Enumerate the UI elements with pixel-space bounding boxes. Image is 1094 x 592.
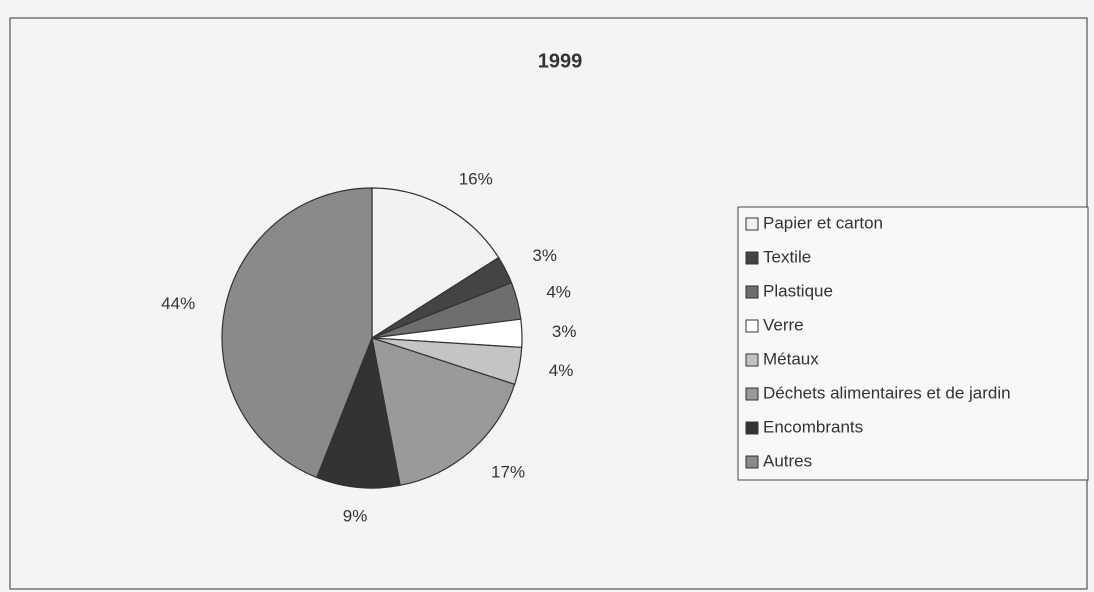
- data-label: 17%: [491, 463, 525, 482]
- legend-label: Déchets alimentaires et de jardin: [763, 383, 1011, 402]
- legend-swatch: [745, 319, 759, 333]
- data-label: 4%: [546, 283, 571, 302]
- legend-label: Métaux: [763, 349, 819, 368]
- legend-label: Papier et carton: [763, 213, 883, 232]
- legend-swatch: [745, 251, 759, 265]
- pie-slice: [371, 337, 516, 487]
- legend-label: Textile: [763, 247, 811, 266]
- data-label: 3%: [552, 322, 577, 341]
- legend-label: Autres: [763, 451, 812, 470]
- legend-box: [737, 206, 1089, 481]
- chart-title: 1999: [538, 50, 583, 72]
- legend-label: Verre: [763, 315, 804, 334]
- legend-swatch: [745, 217, 759, 231]
- legend-label: Plastique: [763, 281, 833, 300]
- legend-swatch: [745, 285, 759, 299]
- legend-swatch: [745, 387, 759, 401]
- legend-label: Encombrants: [763, 417, 863, 436]
- data-label: 44%: [161, 294, 195, 313]
- data-label: 9%: [343, 507, 368, 526]
- legend-swatch: [745, 421, 759, 435]
- pie-slice: [221, 187, 373, 479]
- pie-slice: [371, 187, 500, 340]
- data-label: 4%: [549, 361, 574, 380]
- data-label: 16%: [459, 170, 493, 189]
- legend-swatch: [745, 353, 759, 367]
- data-label: 3%: [532, 246, 557, 265]
- legend-swatch: [745, 455, 759, 469]
- pie-slice: [316, 335, 401, 489]
